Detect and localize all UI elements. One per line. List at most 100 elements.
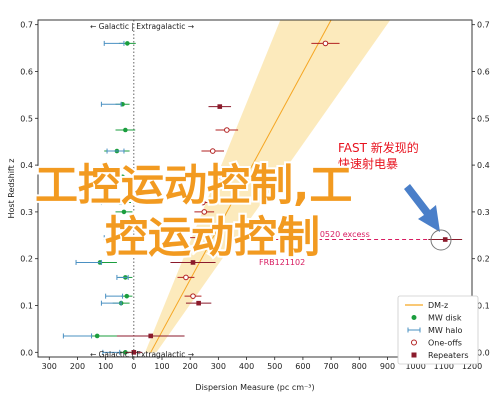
marker-square: [442, 237, 448, 242]
data-point: [428, 237, 463, 242]
legend-label: DM-z: [428, 301, 448, 310]
y-tick-label: 0.1: [20, 302, 33, 311]
data-point: [190, 234, 208, 241]
data-point: [98, 174, 119, 180]
x-tick-label: 1200: [462, 362, 482, 371]
bottom-annotation: ← Galactic | Extragalactic →: [90, 350, 194, 359]
x-tick-label: 300: [211, 362, 226, 371]
x-tick-label: 400: [239, 362, 254, 371]
x-tick-label: 200: [70, 362, 85, 371]
data-point: [62, 333, 93, 339]
marker-square: [190, 260, 196, 265]
y-tick-label-right: 0.7: [477, 21, 490, 30]
marker-hollow: [322, 40, 329, 47]
data-point: [106, 148, 125, 154]
y-tick-label: 0.3: [20, 208, 33, 217]
x-axis-label: Dispersion Measure (pc cm⁻³): [195, 383, 314, 392]
y-tick-label-right: 0.5: [477, 114, 490, 123]
y-tick-label: 0.6: [20, 67, 33, 76]
data-point: [194, 199, 212, 206]
y-tick-label: 0.2: [20, 255, 33, 264]
data-point: [194, 209, 215, 215]
x-tick-label: 600: [295, 362, 310, 371]
legend-label: Repeaters: [428, 351, 469, 360]
data-point: [102, 349, 121, 355]
y-tick-label-right: 0.0: [477, 348, 490, 357]
fast-callout: FAST 新发现的 快速射电暴: [338, 140, 452, 251]
marker-square: [148, 333, 154, 339]
x-tick-label: 1100: [434, 362, 454, 371]
legend: DM-z MW disk MW halo One-offs Repeaters: [397, 295, 479, 365]
callout-text-line-1: FAST 新发现的: [338, 140, 419, 155]
marker-hollow: [201, 209, 208, 215]
top-annotation: ← Galactic | Extragalactic →: [90, 22, 194, 31]
marker-hollow: [224, 127, 230, 133]
legend-entry-one-offs: One-offs: [411, 339, 462, 348]
x-tick-label: 100: [154, 362, 169, 371]
legend-swatch: [411, 315, 417, 320]
y-tick-label: 0.5: [20, 114, 33, 123]
marker-dot: [123, 127, 128, 133]
marker-square: [131, 350, 137, 355]
dm-z-band: [145, 20, 391, 353]
data-point: [116, 333, 185, 339]
legend-swatch: [411, 339, 417, 346]
series-repeaters: [116, 104, 463, 355]
marker-hollow: [200, 199, 206, 206]
y-tick-label-right: 0.4: [477, 161, 490, 170]
marker-dot: [123, 350, 128, 355]
y-tick-label: 0.4: [20, 161, 33, 170]
series-mw-halo: [62, 40, 129, 355]
series-mw-disk: [74, 41, 136, 355]
axes-frame: [37, 19, 473, 358]
callout-arrow: [404, 184, 440, 232]
legend-entry-mw-disk: MW disk: [411, 314, 462, 323]
x-tick-label: 0: [131, 362, 136, 371]
marker-hollow: [209, 148, 216, 154]
legend-box: [397, 295, 479, 365]
x-tick-label: 100: [98, 362, 113, 371]
marker-square: [196, 300, 201, 306]
callout-text-line-2: 快速射电暴: [338, 156, 398, 171]
y-tick-label: 0.0: [20, 348, 33, 357]
y-tick-label: 0.7: [20, 21, 33, 30]
callout-circle: [430, 229, 452, 251]
x-tick-label: 900: [380, 362, 395, 371]
data-point: [201, 148, 224, 154]
marker-dot: [123, 235, 128, 240]
data-point: [115, 127, 136, 133]
watermark-line-2: 控运动控制: [105, 213, 320, 263]
axes: 300 200 100 0 100 200 300 400 500 600 700 800 900 100…: [7, 19, 490, 392]
marker-square: [217, 104, 223, 109]
y-axis-label: Host Redshift z: [7, 159, 16, 219]
watermark: 工控运动控制,工 控运动控制: [33, 159, 354, 265]
y-tick-label-right: 0.1: [477, 302, 490, 311]
marker-dot: [125, 41, 130, 46]
plot-area: [62, 19, 463, 357]
marker-hollow: [215, 173, 222, 180]
x-tick-label: 1000: [405, 362, 425, 371]
legend-label: MW halo: [428, 326, 463, 335]
y-tick-label-right: 0.3: [477, 208, 490, 217]
dm-z-line: [150, 19, 332, 353]
y-tick-label-right: 0.6: [477, 67, 490, 76]
marker-hollow: [183, 274, 189, 281]
data-point: [115, 209, 133, 215]
data-point: [311, 40, 340, 47]
x-tick-label: 500: [267, 362, 282, 371]
marker-hollow: [195, 234, 202, 241]
x-tick-label: 300: [42, 362, 57, 371]
legend-label: MW disk: [428, 314, 462, 323]
marker-dot: [124, 293, 130, 299]
data-point: [208, 173, 229, 180]
data-point: [208, 104, 232, 109]
legend-entry-mw-halo: MW halo: [407, 326, 463, 335]
y-tick-label-right: 0.2: [477, 255, 490, 264]
watermark-line-1: 工控运动控制,工: [35, 161, 352, 211]
data-point: [116, 274, 129, 280]
frb121102-label: FRB121102: [259, 258, 305, 267]
data-point: [100, 300, 122, 306]
data-point: [177, 274, 195, 281]
data-point: [170, 260, 216, 265]
